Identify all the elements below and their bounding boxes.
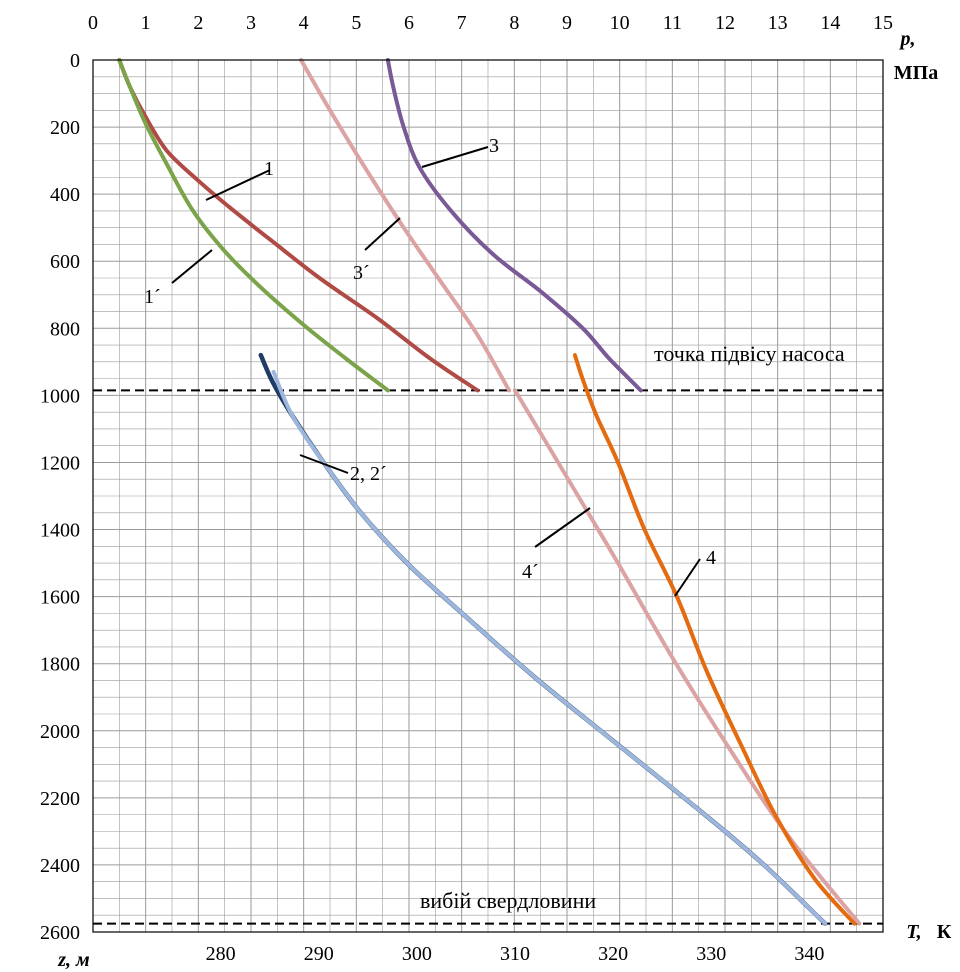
series-line-5 <box>299 58 512 393</box>
bottom-axis-symbol: T, <box>906 921 921 943</box>
top-tick-label: 6 <box>404 12 414 34</box>
bottom-tick-label: 310 <box>500 943 530 965</box>
top-tick-label: 4 <box>299 12 309 34</box>
label-leader-line <box>364 217 401 251</box>
series-line-1 <box>117 58 390 393</box>
top-tick-label: 0 <box>88 12 98 34</box>
series-line-3 <box>271 369 828 926</box>
curve-label-1-prime: 1´ <box>144 286 161 308</box>
label-leaders <box>171 146 701 597</box>
plot-frame <box>92 59 884 933</box>
left-tick-label: 0 <box>70 50 80 72</box>
left-axis-title: z, м <box>57 949 90 971</box>
reference-lines <box>93 389 883 925</box>
left-tick-label: 1800 <box>40 654 80 676</box>
label-leader-line <box>674 558 701 597</box>
label-leader-line <box>534 507 591 548</box>
top-tick-label: 13 <box>768 12 788 34</box>
left-tick-label: 200 <box>50 117 80 139</box>
bottom-tick-label: 300 <box>402 943 432 965</box>
curve-label-1: 1 <box>264 158 274 180</box>
top-tick-label: 9 <box>562 12 572 34</box>
curve-label-2-2-prime: 2, 2´ <box>350 463 387 485</box>
series-line-4 <box>385 58 643 393</box>
series-line-7 <box>572 353 857 926</box>
label-leader-line <box>205 169 271 201</box>
left-tick-label: 1600 <box>40 587 80 609</box>
top-tick-label: 12 <box>715 12 735 34</box>
series-lines <box>117 58 862 926</box>
series-line-0 <box>117 58 480 393</box>
top-tick-label: 3 <box>246 12 256 34</box>
top-tick-label: 2 <box>193 12 203 34</box>
top-tick-label: 11 <box>663 12 682 34</box>
left-tick-label: 2200 <box>40 788 80 810</box>
top-tick-label: 10 <box>610 12 630 34</box>
left-tick-label: 2000 <box>40 721 80 743</box>
left-tick-label: 1400 <box>40 520 80 542</box>
well-bottom-label: вибій свердловини <box>420 888 596 913</box>
curve-label-4-prime: 4´ <box>522 561 539 583</box>
bottom-tick-label: 290 <box>304 943 334 965</box>
top-axis-symbol: p, <box>899 28 916 50</box>
bottom-tick-label: 280 <box>206 943 236 965</box>
left-tick-label: 1000 <box>40 385 80 407</box>
curve-label-3: 3 <box>489 135 499 157</box>
bottom-tick-label: 320 <box>598 943 628 965</box>
bottom-tick-label: 340 <box>794 943 824 965</box>
left-tick-label: 1200 <box>40 452 80 474</box>
left-tick-label: 2600 <box>40 922 80 944</box>
label-leader-line <box>171 249 213 284</box>
label-leader-line <box>299 454 349 474</box>
label-leader-line <box>421 146 489 168</box>
left-tick-label: 600 <box>50 251 80 273</box>
top-tick-label: 15 <box>873 12 893 34</box>
curve-label-3-prime: 3´ <box>353 262 370 284</box>
left-tick-label: 800 <box>50 318 80 340</box>
top-tick-label: 5 <box>351 12 361 34</box>
curve-label-4: 4 <box>706 547 716 569</box>
left-tick-label: 400 <box>50 184 80 206</box>
top-tick-label: 1 <box>141 12 151 34</box>
top-tick-label: 14 <box>820 12 840 34</box>
left-tick-label: 2400 <box>40 855 80 877</box>
top-tick-label: 8 <box>509 12 519 34</box>
bottom-tick-label: 330 <box>696 943 726 965</box>
bottom-axis-unit: К <box>937 921 952 943</box>
top-tick-label: 7 <box>457 12 467 34</box>
top-axis-unit: МПа <box>894 62 938 84</box>
pump-depth-label: точка підвісу насоса <box>654 341 845 366</box>
